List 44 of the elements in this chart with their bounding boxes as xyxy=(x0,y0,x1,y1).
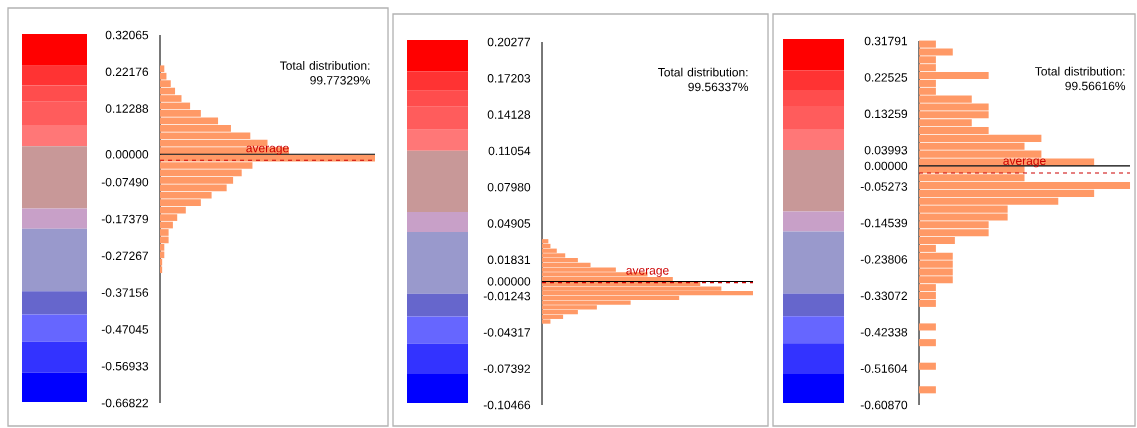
y-tick-label: -0.33072 xyxy=(860,291,908,301)
y-tick-label: -0.14539 xyxy=(860,218,908,228)
y-tick-label: 0.17203 xyxy=(487,74,531,83)
y-tick-label: 0.01831 xyxy=(487,255,531,265)
y-tick-label: -0.66822 xyxy=(101,398,149,408)
y-tick-label: -0.04317 xyxy=(483,328,531,337)
y-tick-label: -0.01243 xyxy=(483,291,531,301)
ref-line-label: average xyxy=(626,268,669,277)
y-tick-label: 0.07980 xyxy=(487,182,531,192)
y-tick-label: 0.20277 xyxy=(487,37,531,47)
y-tick-label: -0.60870 xyxy=(860,400,908,410)
y-tick-label: -0.51604 xyxy=(860,364,908,373)
y-tick-label: -0.07490 xyxy=(101,177,149,187)
y-tick-label: -0.47045 xyxy=(101,325,149,334)
y-tick-label: 0.04905 xyxy=(487,219,531,228)
y-tick-label: 0.11054 xyxy=(488,146,531,156)
annotation: Total distribution: 99.56616% xyxy=(1035,66,1126,91)
y-tick-label: 0.32065 xyxy=(105,30,149,40)
y-tick-label: 0.00000 xyxy=(487,277,531,286)
y-tick-label: -0.07392 xyxy=(483,364,531,373)
bar xyxy=(919,362,936,370)
y-tick-label: -0.42338 xyxy=(860,327,908,337)
bar xyxy=(919,339,936,347)
bar xyxy=(919,386,936,394)
y-tick-label: 0.12288 xyxy=(105,104,149,113)
y-tick-label: 0.00000 xyxy=(105,150,149,159)
y-tick-label: -0.37156 xyxy=(101,288,149,297)
y-tick-label: -0.27267 xyxy=(101,251,149,261)
y-tick-label: 0.31791 xyxy=(864,36,908,46)
y-tick-label: 0.13259 xyxy=(864,109,908,119)
annotation: Total distribution: 99.56337% xyxy=(658,67,749,92)
y-tick-label: 0.22176 xyxy=(105,67,149,77)
bar xyxy=(919,323,936,331)
y-tick-label: -0.56933 xyxy=(101,361,149,371)
y-tick-label: -0.17379 xyxy=(101,214,149,224)
annotation: Total distribution: 99.77329% xyxy=(279,61,370,85)
ref-line-label: average xyxy=(246,145,289,155)
y-tick-label: 0.14128 xyxy=(487,110,531,119)
y-tick-label: -0.10466 xyxy=(483,400,531,410)
y-tick-label: -0.23806 xyxy=(860,255,908,264)
y-tick-label: -0.05273 xyxy=(860,182,908,191)
y-tick-label: 0.22525 xyxy=(864,73,908,82)
y-tick-label: 0.00000 xyxy=(864,161,908,171)
y-tick-label: 0.03993 xyxy=(864,145,908,155)
